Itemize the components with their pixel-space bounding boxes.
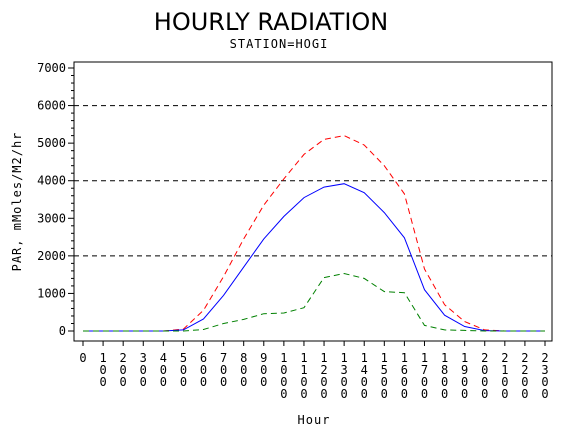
y-tick-label: 2000 [37,249,66,263]
y-tick-label: 5000 [37,136,66,150]
x-tick-label: 0 [79,351,86,365]
x-axis-label: Hour [298,413,331,427]
series-line-3 [83,272,545,332]
y-axis: 0 1000 2000 3000 4000 5000 6000 7000 [37,61,74,338]
plot-frame [73,61,553,342]
series-line-2 [83,183,545,332]
series-line-1 [83,135,545,332]
y-tick-label: 0 [59,324,66,338]
y-tick-label: 3000 [37,211,66,225]
y-tick-label: 7000 [37,61,66,75]
y-tick-label: 1000 [37,286,66,300]
chart-title: HOURLY RADIATION [154,8,388,36]
y-tick-label: 4000 [37,174,66,188]
chart-subtitle: STATION=HOGI [230,37,329,51]
plot-area [73,61,553,342]
y-axis-label: PAR, mMoles/M2/hr [10,132,24,272]
y-tick-label: 6000 [37,99,66,113]
x-axis: 0 1 0 0 2 0 0 3 0 0 4 0 0 5 0 0 6 0 0 7 0 0 8 0 0 9 0 0 1 0 0 0 1 1 0 0 1 2 0 0… [79,341,549,401]
